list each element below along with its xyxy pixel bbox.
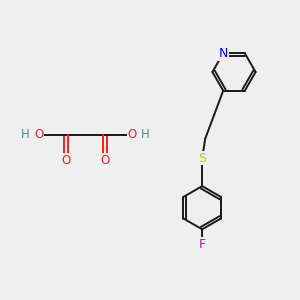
Text: H: H	[141, 128, 150, 142]
Text: N: N	[218, 47, 228, 60]
Text: H: H	[21, 128, 30, 142]
Text: O: O	[100, 154, 109, 167]
Text: F: F	[199, 238, 206, 251]
Text: O: O	[128, 128, 136, 142]
Text: O: O	[61, 154, 70, 167]
Text: O: O	[34, 128, 43, 142]
Text: S: S	[198, 152, 206, 165]
